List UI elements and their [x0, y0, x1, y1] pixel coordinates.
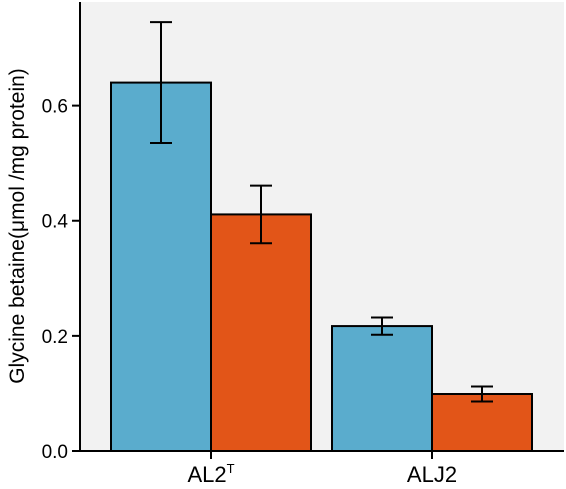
x-tick-label-al2: AL2T [187, 461, 234, 487]
error-bars-layer [150, 21, 493, 403]
x-tick-label-alj2: ALJ2 [407, 462, 457, 487]
bar-al2-series-2 [210, 213, 312, 452]
y-axis-title: Glycine betaine(μmol /mg protein) [6, 68, 29, 384]
error-bar-alj2-series-1 [371, 316, 393, 336]
y-tick-label: 0.6 [42, 97, 68, 118]
y-tick-label: 0.4 [42, 212, 69, 233]
y-tick-label: 0.2 [42, 327, 68, 348]
y-ticks-layer: 0.0 0.2 0.4 0.6 [42, 97, 80, 463]
bars-layer [110, 81, 533, 453]
bar-alj2-series-2 [431, 393, 533, 452]
x-ticks-layer: AL2T ALJ2 [187, 451, 457, 487]
error-bar-alj2-series-2 [471, 385, 493, 403]
y-tick-label: 0.0 [42, 442, 68, 463]
error-bar-al2-series-2 [250, 184, 272, 245]
bar-alj2-series-1 [331, 325, 433, 453]
error-bar-al2-series-1 [150, 21, 172, 145]
